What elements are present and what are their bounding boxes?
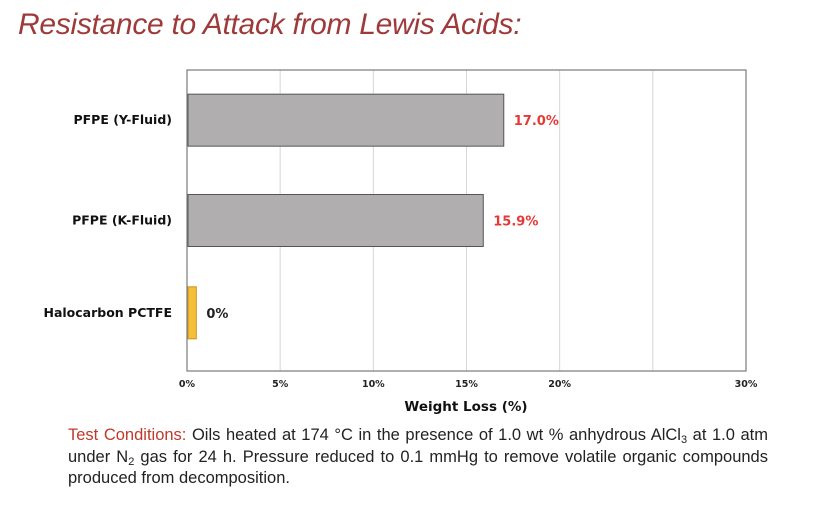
bar-chart: 0% 5% 10% 15% 20% 30% PFPE (Y-Fluid) PFPE (K-F… (43, 69, 758, 415)
test-conditions-note: Test Conditions: Oils heated at 174 °C i… (68, 425, 768, 490)
test-conditions-text-3: gas for 24 h. Pressure reduced to 0.1 mm… (68, 447, 768, 488)
plot-area-frame (186, 69, 747, 372)
x-tick-label: 10% (362, 379, 385, 390)
chart-title: Resistance to Attack from Lewis Acids: (18, 8, 522, 41)
x-tick-label: 30% (735, 379, 758, 390)
test-conditions-label: Test Conditions: (68, 426, 187, 444)
x-tick-label: 0% (179, 379, 196, 390)
bar (187, 194, 484, 247)
x-tick-label: 15% (455, 379, 478, 390)
n2-subscript: 2 (128, 455, 135, 468)
x-axis-label: Weight Loss (%) (404, 399, 527, 415)
test-conditions-text: Oils heated at 174 °C in the presence of… (186, 426, 681, 444)
alcl3-subscript: 3 (680, 434, 688, 446)
data-label: 17.0% (514, 114, 559, 129)
data-label: 0% (206, 307, 228, 322)
x-tick-label: 5% (272, 379, 289, 390)
data-label: 15.9% (493, 215, 538, 230)
x-tick-label: 20% (548, 379, 571, 390)
bar (187, 286, 197, 340)
bar (187, 93, 505, 147)
category-label: PFPE (Y-Fluid) (73, 112, 172, 127)
test-conditions-text-2: at 1.0 atm under N (68, 426, 768, 466)
category-label: PFPE (K-Fluid) (72, 213, 172, 228)
category-label: Halocarbon PCTFE (43, 305, 172, 320)
